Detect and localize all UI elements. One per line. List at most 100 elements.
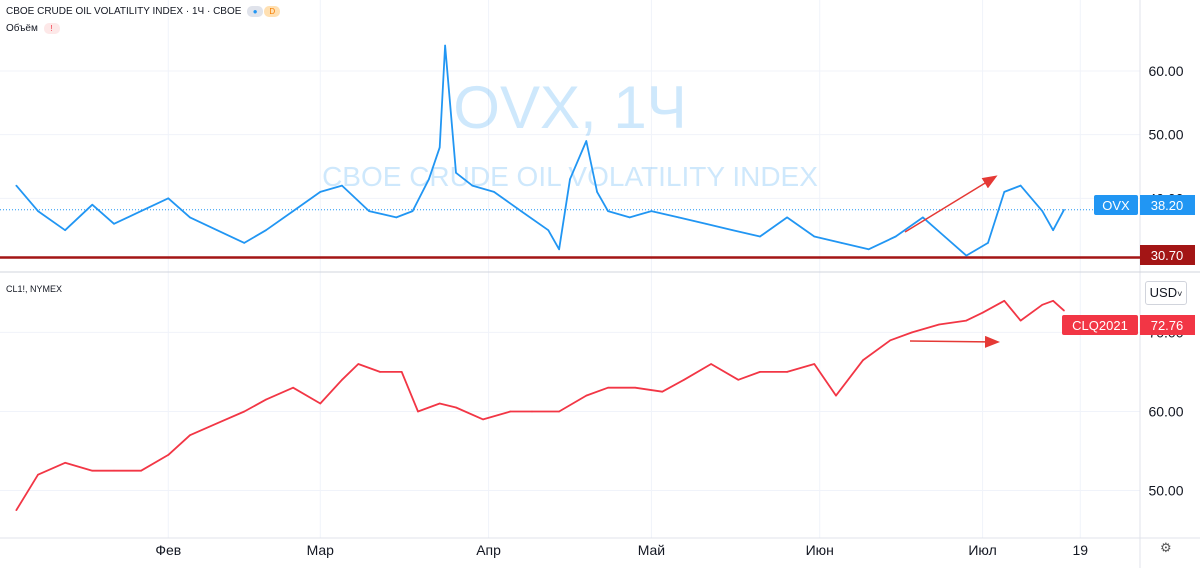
ovx-data-point [786, 216, 788, 219]
currency-button[interactable]: USD˅ [1145, 281, 1187, 305]
watermark-main: OVX, 1Ч [453, 74, 686, 141]
cl-data-point [509, 410, 512, 413]
ovx-data-point [455, 172, 457, 174]
volume-label-text: Объём [6, 23, 38, 35]
interval-badge-left[interactable]: ● [247, 6, 264, 17]
cl-data-point [379, 371, 381, 373]
ovx-series-line [15, 44, 1065, 257]
ovx-data-point [395, 216, 398, 219]
gear-icon[interactable]: ⚙ [1160, 540, 1172, 555]
ovx-data-point [1003, 191, 1006, 193]
ovx-trend-arrow[interactable] [904, 175, 998, 233]
cl-series-line [15, 299, 1065, 511]
cl-data-point [243, 410, 246, 413]
cl-data-point [91, 469, 94, 472]
ovx-data-point [243, 242, 246, 244]
cl-data-point [634, 386, 636, 389]
cl-data-point [140, 469, 142, 472]
ovx-pane-title-text: CBOE CRUDE OIL VOLATILITY INDEX · 1Ч · C… [6, 6, 242, 18]
cl-data-point [455, 406, 457, 409]
x-tick-label: Фев [155, 542, 181, 558]
x-tick-label: Июл [968, 542, 996, 558]
level-price-tag: 30.70 [1140, 245, 1195, 265]
ovx-data-point [813, 235, 816, 238]
cl-data-point [319, 402, 322, 405]
ovx-data-point [1063, 209, 1065, 211]
ovx-data-point [547, 229, 550, 231]
ovx-data-point [987, 242, 989, 244]
ovx-data-point [650, 210, 653, 212]
ovx-data-point [319, 191, 322, 193]
cl-price-tag: CLQ2021 72.76 [1062, 315, 1195, 335]
ovx-data-point [91, 203, 94, 206]
cl-data-point [607, 386, 609, 389]
cl-data-point [292, 386, 294, 389]
ovx-data-point [558, 248, 560, 251]
ovx-data-point [732, 229, 734, 231]
ovx-data-point [677, 216, 680, 219]
ovx-data-point [140, 210, 142, 212]
dividends-badge[interactable]: D [264, 6, 281, 17]
cl-data-point [661, 390, 664, 393]
chevron-down-icon: ˅ [1177, 289, 1183, 299]
cl-data-point [938, 323, 940, 326]
ovx-data-point [585, 140, 588, 142]
cl-data-point [1041, 304, 1044, 306]
ovx-pane-title: CBOE CRUDE OIL VOLATILITY INDEX · 1Ч · C… [6, 6, 281, 18]
ovx-data-point [607, 210, 609, 212]
ovx-data-point [1019, 184, 1022, 187]
ovx-data-point [292, 210, 294, 212]
x-tick-label: Июн [806, 542, 834, 558]
ovx-data-point [704, 223, 707, 225]
cl-data-point [558, 410, 560, 413]
ovx-data-point [569, 178, 571, 180]
ovx-tag-value: 38.20 [1151, 198, 1184, 213]
ovx-data-point [840, 242, 843, 244]
cl-data-point [1003, 300, 1006, 302]
ovx-data-point [867, 248, 870, 251]
cl-data-point [683, 379, 685, 381]
cl-data-point [786, 371, 788, 373]
ovx-data-point [965, 254, 968, 257]
cl-data-point [265, 398, 267, 401]
cl-data-point [417, 410, 419, 413]
ovx-data-point [411, 210, 414, 212]
watermark-sub: CBOE CRUDE OIL VOLATILITY INDEX [322, 161, 818, 192]
cl-tag-label: CLQ2021 [1072, 318, 1128, 333]
cl-y-tick-label: 60.00 [1148, 403, 1183, 419]
x-tick-label: Май [638, 542, 665, 558]
cl-trend-arrow[interactable] [909, 335, 1000, 348]
cl-pane-title: CL1!, NYMEX [6, 284, 63, 294]
ovx-data-point [943, 235, 946, 238]
ovx-data-point [894, 235, 897, 238]
cl-data-point [835, 394, 837, 397]
ovx-data-point [265, 229, 267, 231]
cl-data-point [1019, 319, 1022, 322]
cl-y-tick-label: 50.00 [1148, 482, 1183, 498]
cl-data-point [438, 402, 441, 405]
ovx-data-point [471, 184, 474, 187]
ovx-data-point [37, 210, 39, 212]
ovx-data-point [428, 178, 430, 180]
ovx-data-point [15, 184, 18, 187]
ovx-data-point [216, 229, 218, 231]
cl-data-point [737, 379, 740, 381]
cl-data-point [965, 319, 968, 322]
cl-data-point [862, 359, 864, 361]
volume-warning-badge[interactable]: ! [43, 23, 60, 34]
ovx-data-point [628, 216, 631, 219]
cl-data-point [64, 462, 66, 464]
ovx-tag-label: OVX [1102, 198, 1130, 213]
cl-data-point [37, 473, 39, 476]
ovx-data-point [341, 184, 343, 187]
cl-data-point [400, 371, 403, 373]
cl-data-point [482, 418, 484, 421]
cl-data-point [167, 454, 170, 456]
cl-data-point [216, 422, 218, 425]
volume-label: Объём ! [6, 23, 60, 34]
cl-data-point [585, 394, 588, 397]
ovx-data-point [520, 210, 522, 212]
ovx-data-point [113, 223, 115, 225]
cl-tag-value: 72.76 [1151, 318, 1184, 333]
